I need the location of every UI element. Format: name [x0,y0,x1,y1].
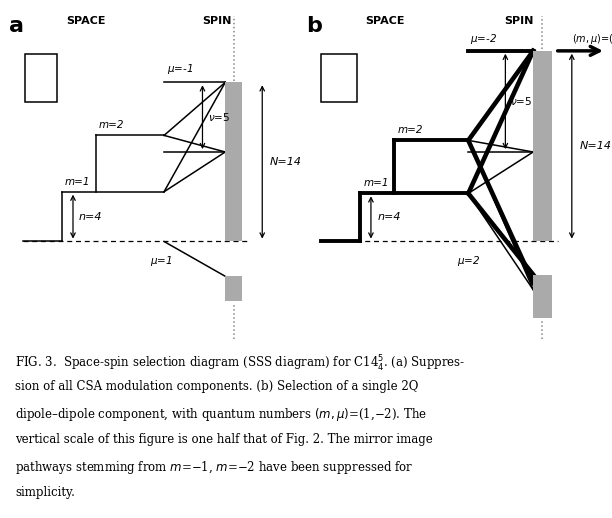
Text: vertical scale of this figure is one half that of Fig. 2. The mirror image: vertical scale of this figure is one hal… [15,433,433,446]
Text: $\mu$=-1: $\mu$=-1 [167,62,193,76]
Bar [225,82,242,241]
Bar [225,276,242,301]
Text: pathways stemming from $m$=−1, $m$=−2 have been suppressed for: pathways stemming from $m$=−1, $m$=−2 ha… [15,459,414,477]
Text: $\nu$=5: $\nu$=5 [208,111,230,123]
Text: N=14: N=14 [269,157,301,167]
Text: $\mu$=1: $\mu$=1 [150,254,173,268]
Text: m=1: m=1 [64,177,90,187]
Bar [533,275,552,318]
Text: m=2: m=2 [99,120,124,131]
Text: FIG. 3.  Space-spin selection diagram (SSS diagram) for C14$^5_4$. (a) Suppres-: FIG. 3. Space-spin selection diagram (SS… [15,354,466,373]
Text: SPACE: SPACE [66,16,105,26]
Text: SPIN: SPIN [202,16,231,26]
Text: sion of all CSA modulation components. (b) Selection of a single 2Q: sion of all CSA modulation components. (… [15,380,419,393]
Bar [24,54,58,102]
Text: simplicity.: simplicity. [15,486,75,499]
Text: 2: 2 [43,74,50,84]
Text: a: a [9,16,24,36]
Bar [533,51,552,241]
Text: $\mu$=-2: $\mu$=-2 [470,32,497,46]
Text: n=4: n=4 [377,212,401,222]
Text: N=14: N=14 [580,141,611,151]
Text: dipole–dipole component, with quantum numbers $(m,\mu)$=(1,−2). The: dipole–dipole component, with quantum nu… [15,407,427,424]
Bar [321,54,357,102]
Text: b: b [306,16,322,36]
Text: $(m,\mu)$=(1,-2): $(m,\mu)$=(1,-2) [572,32,612,46]
Text: SPIN: SPIN [505,16,534,26]
Text: 2: 2 [341,74,349,84]
Text: $\mu$=2: $\mu$=2 [458,254,481,268]
Text: n=4: n=4 [79,212,102,222]
Text: $\nu$=5: $\nu$=5 [510,95,532,107]
Text: m=1: m=1 [363,178,389,189]
Text: m=2: m=2 [397,125,423,135]
Text: SPACE: SPACE [365,16,405,26]
